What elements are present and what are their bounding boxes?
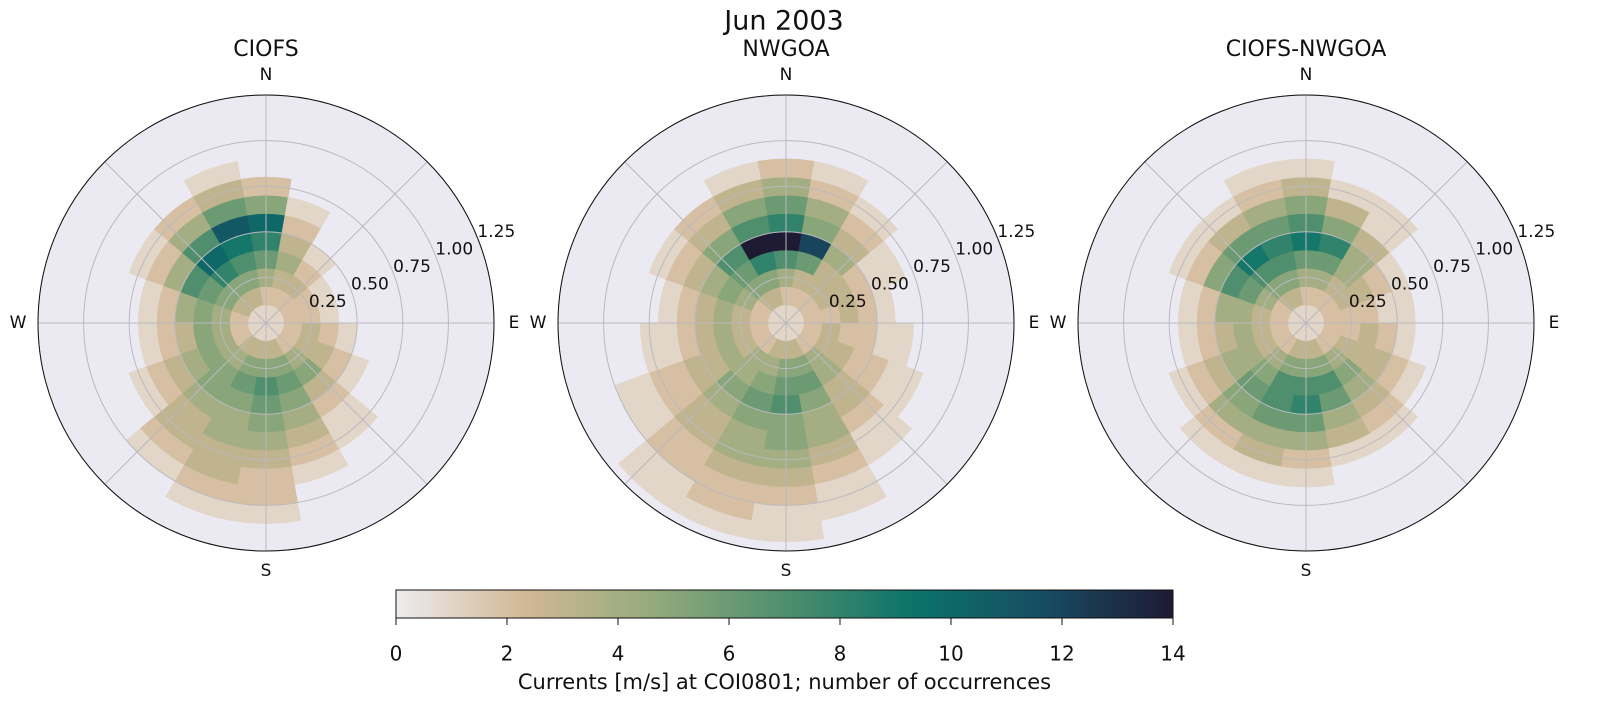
direction-label: N	[1300, 65, 1313, 85]
direction-label: E	[1029, 313, 1040, 333]
radial-tick-label: 0.75	[393, 257, 431, 277]
polar-panel: CIOFS 0.250.500.751.001.25 N E S W	[10, 37, 520, 581]
angular-grid-line	[624, 322, 787, 485]
angular-grid-line	[1305, 161, 1468, 324]
angular-grid-line	[1144, 161, 1307, 324]
histogram-cell	[617, 451, 687, 513]
panel-title: CIOFS-NWGOA	[1226, 37, 1387, 62]
direction-label: N	[780, 65, 793, 85]
radial-tick-label: 0.50	[1391, 275, 1429, 295]
direction-label: W	[10, 313, 27, 333]
polar-frame	[557, 94, 1015, 552]
radial-tick-label: 0.50	[871, 275, 909, 295]
radial-tick-label: 1.00	[435, 240, 473, 260]
histogram-cell	[284, 196, 331, 229]
polar-panel: CIOFS-NWGOA 0.250.500.751.001.25 N E S W	[1050, 37, 1560, 581]
colorbar-tick-label: 10	[938, 642, 963, 666]
radial-tick-label: 0.75	[1433, 257, 1471, 277]
radial-tick-label: 0.75	[913, 257, 951, 277]
radial-tick-label: 0.25	[309, 292, 347, 312]
direction-label: S	[261, 561, 272, 581]
angular-grid-line	[785, 161, 948, 324]
direction-label: S	[781, 561, 792, 581]
colorbar-tick-label: 12	[1049, 642, 1074, 666]
colorbar-tick-label: 4	[612, 642, 625, 666]
radial-tick-label: 0.25	[1349, 292, 1387, 312]
histogram-cell	[1223, 161, 1281, 197]
colorbar-tick-label: 8	[834, 642, 847, 666]
panel-title: CIOFS	[233, 37, 298, 62]
colorbar-label: Currents [m/s] at COI0801; number of occ…	[518, 670, 1051, 694]
radial-tick-label: 1.25	[1517, 222, 1555, 242]
direction-label: E	[509, 313, 520, 333]
direction-label: E	[1549, 313, 1560, 333]
histogram-cell	[183, 161, 241, 197]
colorbar-tick-label: 14	[1160, 642, 1185, 666]
histogram-cell	[703, 161, 761, 197]
radial-tick-label: 0.50	[351, 275, 389, 295]
polar-frame	[1077, 94, 1535, 552]
panel-title: NWGOA	[742, 37, 829, 62]
angular-grid-line	[1144, 322, 1307, 485]
direction-label: N	[260, 65, 273, 85]
angular-grid-line	[265, 161, 428, 324]
radial-tick-label: 1.00	[1475, 240, 1513, 260]
figure-title: Jun 2003	[722, 6, 843, 37]
radial-tick-label: 1.25	[477, 222, 515, 242]
colorbar	[395, 589, 1174, 619]
polar-panel: NWGOA 0.250.500.751.001.25 N E S W	[530, 37, 1040, 581]
angular-grid-line	[785, 322, 948, 485]
angular-grid-line	[265, 322, 428, 485]
colorbar-tick-label: 0	[390, 642, 403, 666]
radial-tick-label: 1.00	[955, 240, 993, 260]
colorbar-tick-label: 2	[501, 642, 514, 666]
angular-grid-line	[1305, 322, 1468, 485]
radial-tick-label: 0.25	[829, 292, 867, 312]
colorbar-tick-label: 6	[723, 642, 736, 666]
angular-grid-line	[104, 322, 267, 485]
polar-frame	[37, 94, 495, 552]
direction-label: W	[530, 313, 547, 333]
direction-label: S	[1301, 561, 1312, 581]
angular-grid-line	[104, 161, 267, 324]
angular-grid-line	[624, 161, 787, 324]
direction-label: W	[1050, 313, 1067, 333]
radial-tick-label: 1.25	[997, 222, 1035, 242]
